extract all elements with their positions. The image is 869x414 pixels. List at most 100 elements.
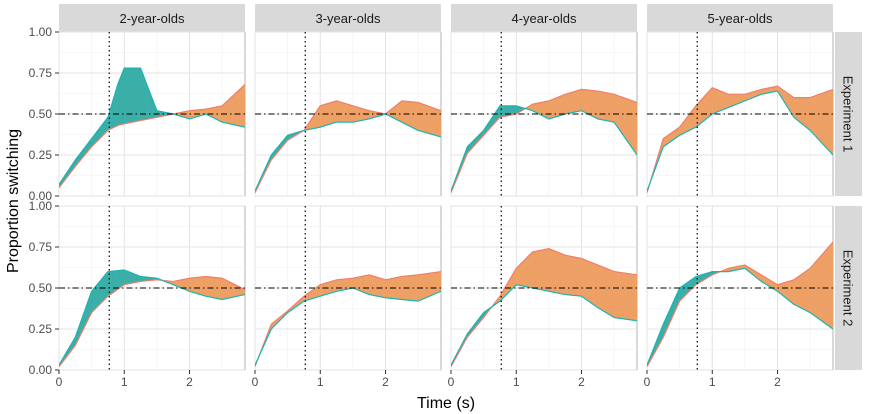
- ribbon-segment: [797, 275, 800, 308]
- ribbon-segment: [416, 102, 418, 131]
- ribbon-segment: [338, 279, 341, 292]
- ribbon-segment: [576, 90, 579, 112]
- ribbon-segment: [227, 98, 230, 125]
- ribbon-segment: [820, 93, 823, 144]
- ribbon-segment: [632, 100, 635, 152]
- ribbon-segment: [388, 278, 391, 299]
- ribbon-segment: [707, 90, 710, 119]
- ribbon-segment: [429, 272, 432, 297]
- ribbon-segment: [605, 268, 608, 314]
- ribbon-segment: [548, 248, 551, 292]
- ribbon-segment: [318, 105, 321, 128]
- ribbon-segment: [423, 104, 426, 133]
- ribbon-segment: [437, 109, 440, 137]
- ribbon-segment: [433, 272, 435, 295]
- ribbon-segment: [598, 90, 600, 120]
- ribbon-segment: [633, 274, 636, 321]
- ribbon-segment: [207, 276, 210, 298]
- ribbon-segment: [550, 99, 552, 119]
- ribbon-segment: [375, 276, 378, 297]
- ribbon-segment: [349, 278, 352, 289]
- ribbon-segment: [199, 276, 202, 296]
- ribbon-segment: [574, 90, 577, 113]
- ribbon-segment: [548, 100, 551, 120]
- column-strip: [451, 4, 637, 32]
- ribbon-segment: [409, 275, 412, 301]
- ribbon-segment: [128, 271, 131, 285]
- ribbon-segment: [705, 92, 708, 120]
- ribbon-segment: [324, 103, 327, 127]
- ribbon-segment: [635, 274, 637, 322]
- ribbon-segment: [358, 276, 361, 292]
- ribbon-segment: [610, 269, 613, 317]
- ribbon-segment: [801, 272, 804, 310]
- ribbon-segment: [539, 102, 542, 116]
- panel: [58, 205, 246, 371]
- ribbon-segment: [422, 103, 425, 133]
- panel-content: [59, 67, 245, 189]
- ribbon-segment: [625, 273, 628, 320]
- ribbon-segment: [120, 269, 123, 288]
- ribbon-segment: [800, 273, 803, 309]
- ribbon-segment: [593, 263, 596, 307]
- panel-content: [59, 269, 245, 368]
- ribbon-segment: [224, 279, 227, 300]
- ribbon-segment: [240, 86, 243, 127]
- ribbon-segment: [213, 277, 216, 299]
- ribbon-segment: [412, 101, 415, 129]
- ribbon-segment: [602, 91, 605, 121]
- ribbon-segment: [596, 90, 599, 120]
- ribbon-segment: [811, 264, 814, 315]
- ribbon-segment: [179, 279, 182, 289]
- ribbon-segment: [613, 271, 616, 318]
- ribbon-segment: [94, 285, 97, 311]
- series-a-line: [451, 105, 637, 192]
- ribbon-segment: [187, 110, 190, 120]
- ribbon-segment: [235, 284, 238, 297]
- ribbon-segment: [105, 272, 108, 300]
- ribbon-segment: [116, 270, 119, 291]
- ribbon-segment: [243, 84, 245, 128]
- ribbon-segment: [319, 284, 322, 297]
- ribbon-segment: [332, 280, 335, 293]
- ribbon-segment: [123, 67, 126, 125]
- ribbon-segment: [727, 93, 730, 109]
- series-b-line: [59, 84, 245, 189]
- ribbon-segment: [185, 278, 188, 291]
- ribbon-segment: [722, 91, 725, 110]
- ribbon-segment: [825, 248, 827, 325]
- ribbon-segment: [808, 268, 810, 313]
- y-tick-label: 0.75: [29, 66, 53, 80]
- ribbon-segment: [520, 261, 523, 287]
- ribbon-segment: [630, 273, 633, 321]
- ribbon-segment: [102, 275, 105, 303]
- ribbon-segment: [402, 100, 404, 124]
- ribbon-segment: [212, 107, 215, 119]
- ribbon-segment: [514, 105, 517, 115]
- ribbon-segment: [629, 99, 631, 147]
- ribbon-segment: [364, 275, 367, 294]
- ribbon-segment: [372, 275, 375, 296]
- panel: [646, 31, 834, 197]
- ribbon-segment: [366, 109, 369, 120]
- x-tick-label: 2: [382, 375, 389, 389]
- ribbon-segment: [426, 273, 429, 298]
- ribbon-segment: [198, 276, 201, 295]
- ribbon-segment: [119, 270, 122, 289]
- ribbon-segment: [122, 269, 125, 287]
- y-tick-label: 0.00: [29, 363, 53, 377]
- ribbon-segment: [570, 92, 573, 114]
- ribbon-segment: [522, 260, 525, 287]
- ribbon-segment: [515, 266, 518, 286]
- ribbon-segment: [420, 274, 423, 301]
- ribbon-segment: [425, 273, 428, 299]
- ribbon-segment: [439, 271, 441, 293]
- ribbon-segment: [363, 108, 366, 121]
- ribbon-segment: [363, 275, 366, 294]
- x-tick-label: 1: [709, 375, 716, 389]
- ribbon-segment: [565, 93, 568, 115]
- ribbon-segment: [715, 88, 717, 114]
- ribbon-segment: [613, 93, 616, 125]
- ribbon-segment: [437, 271, 440, 293]
- ribbon-segment: [817, 257, 820, 320]
